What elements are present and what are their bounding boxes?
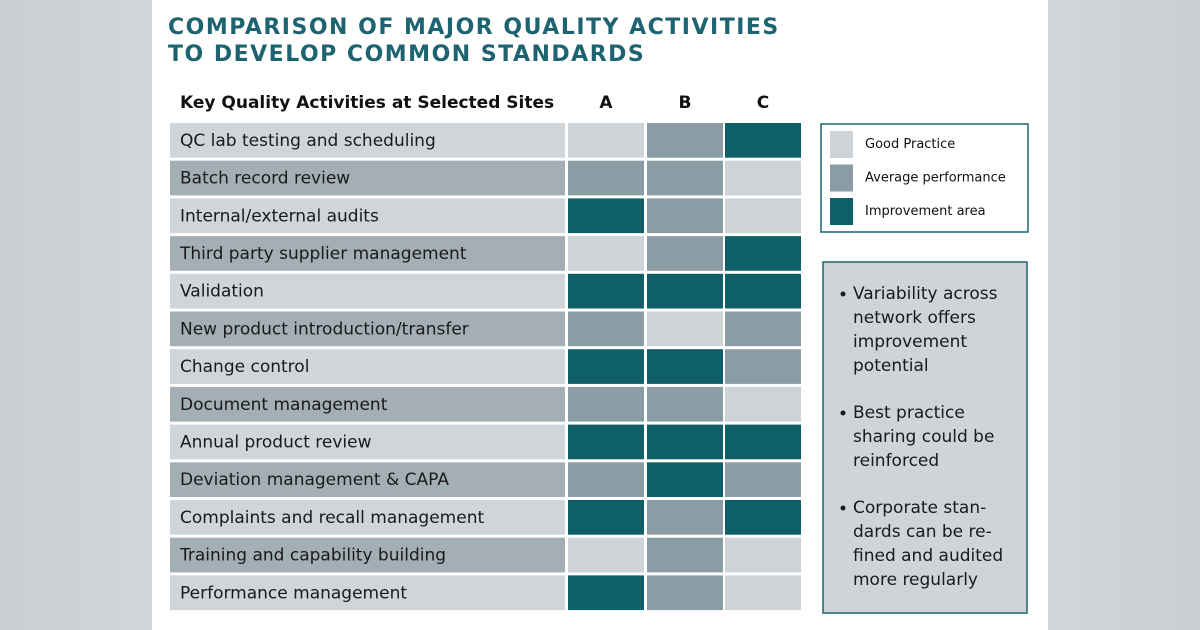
- cell: [725, 198, 801, 234]
- cell: [725, 537, 801, 573]
- row-label-bg: [170, 386, 565, 422]
- cell: [568, 349, 644, 384]
- row-label-bg: [170, 537, 565, 573]
- cell: [568, 123, 644, 158]
- row-label-bg: [170, 424, 565, 460]
- cell: [647, 123, 723, 158]
- row-label-bg: [170, 462, 565, 497]
- row-label: New product introduction/transfer: [180, 319, 469, 339]
- cell: [568, 386, 644, 422]
- cell: [568, 424, 644, 460]
- cell: [725, 424, 801, 460]
- bullet-line: Variability across: [853, 284, 998, 304]
- bullet-dot: [840, 505, 846, 511]
- title: COMPARISON OF MAJOR QUALITY ACTIVITIES: [168, 15, 780, 40]
- legend-label: Good Practice: [865, 137, 955, 152]
- cell: [725, 123, 801, 158]
- cell: [647, 575, 723, 611]
- bullet-dot: [840, 410, 846, 416]
- bullet-line: Best practice: [853, 403, 965, 423]
- cell: [568, 311, 644, 347]
- cell: [647, 273, 723, 309]
- cell: [647, 198, 723, 234]
- legend-label: Improvement area: [865, 204, 986, 219]
- cell: [647, 386, 723, 422]
- bullet-line: network offers: [853, 308, 976, 328]
- title: TO DEVELOP COMMON STANDARDS: [168, 42, 645, 67]
- row-label: Training and capability building: [179, 546, 446, 566]
- cell: [647, 311, 723, 347]
- row-label: Annual product review: [180, 432, 372, 452]
- cell: [647, 349, 723, 384]
- row-label-bg: [170, 160, 565, 196]
- row-label: Deviation management & CAPA: [180, 470, 449, 490]
- bullet-dot: [840, 291, 846, 297]
- cell: [725, 273, 801, 309]
- row-label: Document management: [180, 395, 388, 415]
- bullet-line: reinforced: [853, 451, 939, 471]
- row-label: Complaints and recall management: [180, 508, 484, 528]
- row-label: Validation: [180, 282, 264, 302]
- bullet-line: improvement: [853, 332, 967, 352]
- row-label-bg: [170, 236, 565, 271]
- cell: [568, 160, 644, 196]
- cell: [725, 160, 801, 196]
- row-label: Batch record review: [180, 169, 350, 189]
- cell: [568, 575, 644, 611]
- legend-box: [820, 123, 1029, 233]
- row-label-bg: [170, 273, 565, 309]
- cell: [725, 462, 801, 497]
- column-header: C: [757, 93, 769, 113]
- cell: [647, 424, 723, 460]
- row-label: QC lab testing and scheduling: [180, 131, 436, 151]
- legend-swatch: [830, 198, 853, 225]
- column-header: A: [599, 93, 613, 113]
- row-label-bg: [170, 575, 565, 611]
- legend-label: Average performance: [865, 171, 1006, 186]
- notes-box: [822, 261, 1028, 614]
- cell: [725, 500, 801, 535]
- bullet-line: fined and audited: [853, 546, 1003, 566]
- row-label: Change control: [180, 357, 309, 377]
- cell: [647, 500, 723, 535]
- cell: [725, 575, 801, 611]
- row-label-bg: [170, 198, 565, 234]
- bullet-line: potential: [853, 356, 929, 376]
- cell: [568, 236, 644, 271]
- cell: [568, 273, 644, 309]
- row-label: Performance management: [180, 583, 407, 603]
- cell: [647, 537, 723, 573]
- legend-swatch: [830, 131, 853, 158]
- legend-swatch: [830, 164, 853, 192]
- cell: [647, 462, 723, 497]
- cell: [568, 500, 644, 535]
- cell: [725, 236, 801, 271]
- cell: [568, 198, 644, 234]
- cell: [725, 386, 801, 422]
- table-header: Key Quality Activities at Selected Sites: [180, 93, 554, 113]
- row-label-bg: [170, 123, 565, 158]
- cell: [647, 160, 723, 196]
- bullet-line: Corporate stan-: [853, 498, 986, 518]
- column-header: B: [679, 93, 692, 113]
- bullet-line: sharing could be: [853, 427, 994, 447]
- row-label-bg: [170, 349, 565, 384]
- bullet-line: more regularly: [853, 570, 978, 590]
- row-label-bg: [170, 311, 565, 347]
- cell: [725, 311, 801, 347]
- row-label: Third party supplier management: [179, 244, 467, 264]
- cell: [725, 349, 801, 384]
- row-label: Internal/external audits: [180, 206, 379, 226]
- bullet-line: dards can be re-: [853, 522, 992, 542]
- cell: [568, 462, 644, 497]
- cell: [647, 236, 723, 271]
- row-label-bg: [170, 500, 565, 535]
- cell: [568, 537, 644, 573]
